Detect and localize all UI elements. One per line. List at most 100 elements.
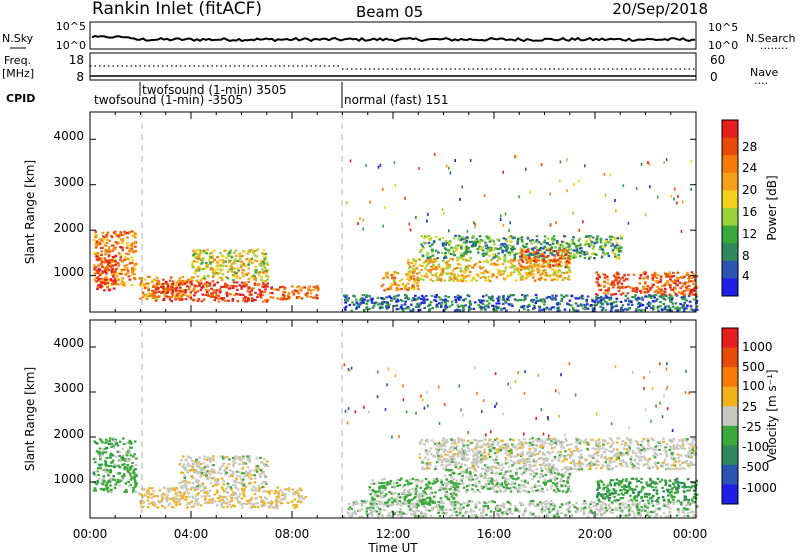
- power-cell: [659, 305, 662, 307]
- velocity-cell: [99, 438, 102, 440]
- velocity-cell: [249, 472, 252, 474]
- power-cell: [510, 266, 513, 268]
- power-cell: [316, 297, 319, 299]
- power-cell: [382, 284, 385, 286]
- velocity-cell: [252, 486, 255, 488]
- velocity-cell: [238, 471, 241, 473]
- velocity-cell: [212, 455, 215, 457]
- power-cell: [497, 256, 500, 258]
- power-cell: [557, 254, 560, 256]
- power-cell: [94, 273, 97, 275]
- velocity-cell: [575, 502, 578, 504]
- velocity-cell: [552, 508, 555, 510]
- power-cell: [184, 281, 187, 283]
- velocity-cell: [460, 503, 463, 505]
- power-cell: [446, 165, 448, 168]
- power-cell: [223, 250, 226, 252]
- power-cell: [556, 279, 559, 281]
- velocity-cell: [191, 469, 194, 471]
- velocity-cell: [125, 489, 128, 491]
- velocity-cell: [207, 465, 210, 467]
- power-cell: [600, 299, 603, 301]
- power-cell: [605, 194, 607, 197]
- power-cell: [512, 265, 515, 267]
- velocity-cell: [580, 509, 583, 511]
- power-cell: [99, 273, 102, 275]
- power-cell: [368, 295, 371, 297]
- power-cell: [162, 299, 165, 301]
- velocity-cell: [462, 507, 465, 509]
- power-cell: [497, 252, 500, 254]
- velocity-cell: [385, 493, 388, 495]
- power-cell: [212, 291, 215, 293]
- power-cell: [426, 299, 429, 301]
- power-cell: [496, 297, 499, 299]
- velocity-cell: [192, 463, 195, 465]
- velocity-cell: [226, 468, 229, 470]
- power-cell: [549, 244, 552, 246]
- power-cell: [205, 289, 208, 291]
- power-cell: [306, 295, 309, 297]
- power-cell: [412, 284, 415, 286]
- power-cell: [131, 259, 134, 261]
- velocity-cell: [284, 493, 287, 495]
- power-cell: [254, 277, 257, 279]
- power-cell: [432, 249, 435, 251]
- velocity-cell: [401, 510, 404, 512]
- velocity-cell: [283, 498, 286, 500]
- power-cell: [582, 307, 585, 309]
- power-cell: [204, 268, 207, 270]
- power-cell: [675, 283, 678, 285]
- power-cell: [602, 307, 605, 309]
- power-cell: [469, 257, 472, 259]
- power-cell: [414, 295, 417, 297]
- velocity-cell: [157, 500, 160, 502]
- power-cell: [379, 307, 382, 309]
- power-cell: [111, 250, 114, 252]
- power-cell: [539, 307, 542, 309]
- power-cell: [493, 243, 496, 245]
- power-cell: [214, 299, 217, 301]
- velocity-cell: [270, 505, 273, 507]
- power-cell: [527, 309, 530, 311]
- power-cell: [351, 301, 354, 303]
- power-cell: [657, 307, 660, 309]
- power-cell: [410, 304, 413, 306]
- power-cell: [523, 299, 526, 301]
- velocity-cell: [129, 451, 132, 453]
- power-cell: [612, 250, 615, 252]
- power-cell: [260, 293, 263, 295]
- power-cell: [462, 305, 465, 307]
- velocity-cell: [147, 506, 150, 508]
- power-cell: [509, 240, 512, 242]
- power-cell: [191, 264, 194, 266]
- velocity-cell: [134, 480, 137, 482]
- power-cell: [611, 280, 614, 282]
- power-cell: [485, 245, 488, 247]
- power-cell: [629, 286, 632, 288]
- power-cell: [398, 288, 401, 290]
- power-cell: [401, 304, 404, 306]
- velocity-cell: [226, 456, 229, 458]
- power-cell: [428, 304, 431, 306]
- power-cell: [623, 274, 626, 276]
- power-cell: [525, 168, 527, 171]
- power-cell: [386, 272, 389, 274]
- power-cell: [571, 295, 574, 297]
- velocity-cell: [530, 502, 533, 504]
- power-cell: [205, 284, 208, 286]
- power-cell: [569, 245, 572, 247]
- power-cell: [612, 306, 615, 308]
- power-cell: [166, 292, 169, 294]
- power-cell: [427, 213, 429, 216]
- power-cell: [212, 280, 215, 282]
- velocity-cell: [243, 484, 246, 486]
- power-cell: [620, 250, 623, 252]
- velocity-cell: [104, 460, 107, 462]
- power-cell: [120, 231, 123, 233]
- power-cell: [151, 281, 154, 283]
- velocity-cell: [175, 504, 178, 506]
- power-cell: [411, 262, 414, 264]
- power-cell: [607, 292, 610, 294]
- velocity-cell: [231, 500, 234, 502]
